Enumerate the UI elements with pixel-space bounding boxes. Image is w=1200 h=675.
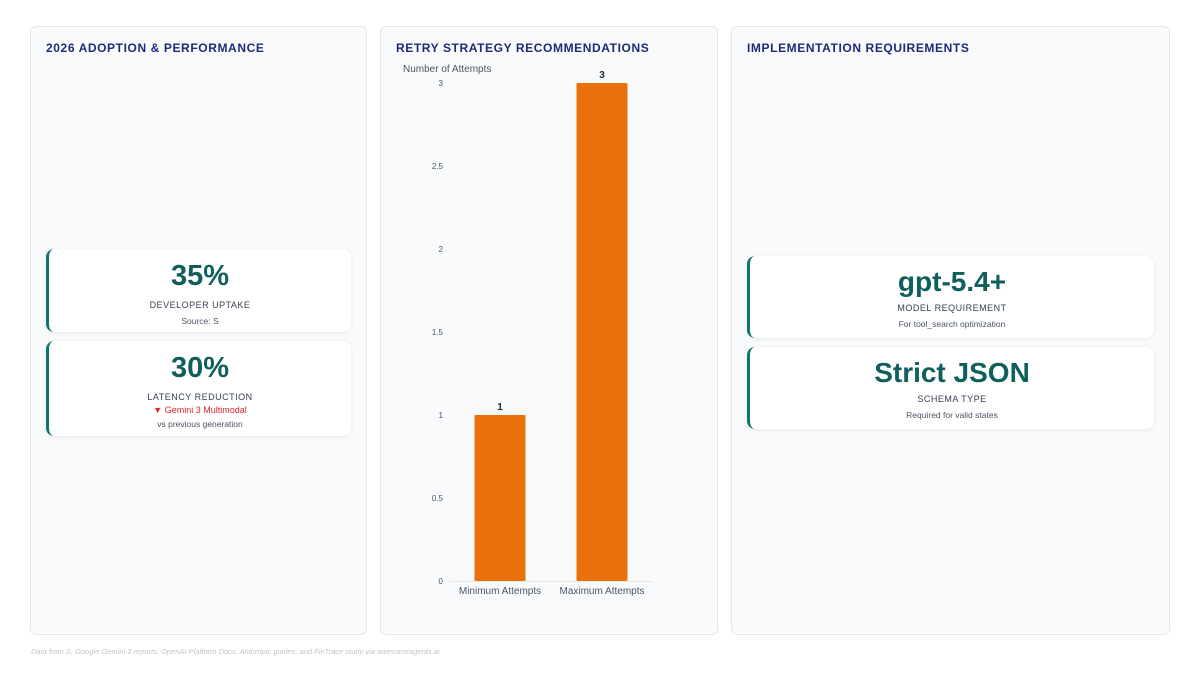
latency-reduction-comparison: vs previous generation [157,419,243,429]
schema-type-label: SCHEMA TYPE [917,394,987,404]
bar-data-label: 1 [497,402,503,413]
requirements-panel-title: IMPLEMENTATION REQUIREMENTS [747,41,970,55]
developer-uptake-label: DEVELOPER UPTAKE [149,300,251,310]
data-source-footnote: Data from S, Google Gemini 3 reports, Op… [31,647,440,656]
developer-uptake-source: Source: S [181,316,219,326]
latency-reduction-card: 30% LATENCY REDUCTION ▼ Gemini 3 Multimo… [46,341,351,436]
y-tick-label: 3 [439,79,444,88]
adoption-panel: 2026 ADOPTION & PERFORMANCE 35% DEVELOPE… [30,26,367,635]
adoption-panel-title: 2026 ADOPTION & PERFORMANCE [46,41,265,55]
retry-strategy-panel-title: RETRY STRATEGY RECOMMENDATIONS [396,41,650,55]
y-tick-label: 2 [439,245,444,254]
y-tick-label: 2.5 [432,162,444,171]
y-tick-label: 1.5 [432,328,444,337]
model-requirement-note: For tool_search optimization [898,319,1006,329]
requirements-panel: IMPLEMENTATION REQUIREMENTS gpt-5.4+ MOD… [731,26,1170,635]
developer-uptake-value: 35% [170,260,230,292]
model-requirement-card: gpt-5.4+ MODEL REQUIREMENT For tool_sear… [747,256,1154,338]
bar-minimum-attempts [474,415,526,581]
x-category-label: Minimum Attempts [459,586,541,597]
latency-reduction-label: LATENCY REDUCTION [147,392,253,402]
y-tick-label: 0 [439,577,444,586]
y-tick-label: 1 [439,411,444,420]
retry-strategy-panel: RETRY STRATEGY RECOMMENDATIONS Number of… [380,26,718,635]
y-axis-label: Number of Attempts [403,64,491,75]
bar-maximum-attempts [576,83,628,581]
bar-data-label: 3 [599,70,605,81]
x-category-label: Maximum Attempts [559,586,644,597]
latency-reduction-value: 30% [170,352,230,384]
retry-attempts-bar-chart: Number of Attempts 0 0.5 1 1.5 2 2.5 3 1 Minimum … [403,64,653,597]
developer-uptake-card: 35% DEVELOPER UPTAKE Source: S [46,249,351,332]
model-requirement-value: gpt-5.4+ [897,266,1007,297]
schema-type-value: Strict JSON [874,357,1030,388]
model-requirement-label: MODEL REQUIREMENT [897,303,1007,313]
latency-trend-indicator: ▼ Gemini 3 Multimodal [153,405,247,415]
y-tick-label: 0.5 [432,494,444,503]
schema-type-note: Required for valid states [906,410,998,420]
schema-type-card: Strict JSON SCHEMA TYPE Required for val… [747,347,1154,429]
